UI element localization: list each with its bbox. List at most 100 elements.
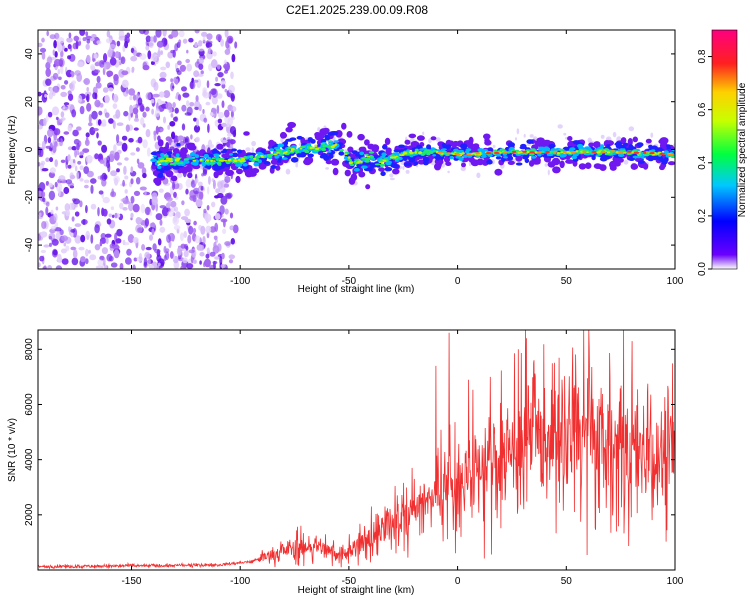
signal-blob [520, 143, 527, 148]
signal-blob [432, 154, 437, 157]
noise-blob [224, 208, 229, 215]
signal-core [502, 151, 507, 154]
y-tick-label: 8000 [24, 338, 35, 361]
signal-blob [270, 159, 278, 165]
noise-blob [113, 175, 120, 184]
signal-blob [487, 147, 493, 152]
noise-blob [133, 190, 141, 196]
signal-blob [333, 140, 340, 143]
noise-blob [171, 30, 179, 38]
noise-blob [53, 58, 61, 67]
noise-blob [60, 50, 64, 58]
noise-blob [232, 224, 239, 234]
noise-blob [68, 32, 72, 39]
noise-blob [204, 213, 212, 223]
signal-blob [169, 163, 174, 166]
noise-blob [199, 251, 205, 257]
noise-blob [43, 118, 47, 126]
signal-blob [330, 158, 340, 166]
noise-blob [245, 147, 251, 152]
snr-series-line [38, 330, 675, 570]
noise-blob [116, 162, 123, 166]
signal-blob [241, 157, 245, 161]
noise-blob [523, 133, 526, 138]
noise-blob [126, 248, 132, 256]
signal-blob [225, 169, 234, 176]
noise-blob [164, 38, 168, 46]
noise-blob [88, 122, 93, 127]
y-tick-label: -40 [24, 237, 35, 252]
noise-blob [192, 227, 197, 234]
noise-blob [151, 228, 155, 236]
noise-blob [38, 142, 41, 147]
noise-blob [128, 201, 134, 212]
x-tick-label: -150 [121, 576, 141, 587]
noise-blob [190, 134, 193, 140]
signal-blob [233, 159, 238, 162]
noise-blob [41, 221, 47, 229]
signal-blob [381, 152, 387, 157]
noise-blob [211, 88, 218, 98]
signal-blob [547, 161, 556, 168]
signal-core [633, 151, 640, 154]
noise-blob [63, 131, 70, 135]
noise-blob [39, 255, 45, 262]
noise-blob [214, 195, 220, 199]
noise-blob [162, 30, 167, 37]
noise-blob [205, 253, 210, 259]
signal-blob [477, 148, 484, 152]
noise-blob [529, 134, 534, 138]
noise-blob [54, 159, 58, 168]
noise-blob [124, 189, 128, 194]
signal-blob [484, 139, 492, 146]
noise-blob [225, 193, 232, 200]
noise-blob [41, 51, 46, 60]
noise-blob [165, 136, 172, 142]
y-tick-label: -20 [24, 190, 35, 205]
noise-blob [174, 78, 179, 85]
signal-blob [453, 151, 457, 153]
noise-blob [181, 104, 187, 112]
signal-core [649, 152, 655, 155]
noise-blob [129, 95, 133, 101]
noise-blob [150, 36, 154, 42]
signal-blob [220, 163, 226, 169]
noise-blob [85, 258, 89, 265]
noise-blob [211, 59, 218, 69]
noise-blob [476, 172, 481, 179]
noise-blob [623, 159, 629, 165]
signal-blob [558, 148, 564, 151]
noise-blob [123, 110, 129, 117]
noise-blob [38, 182, 46, 192]
noise-blob [38, 106, 43, 116]
signal-blob [361, 165, 368, 169]
noise-blob [251, 140, 256, 147]
noise-blob [159, 71, 167, 79]
x-tick-label: 50 [561, 276, 573, 287]
noise-blob [56, 138, 62, 143]
noise-blob [122, 179, 125, 187]
signal-blob [380, 165, 384, 167]
noise-blob [89, 127, 96, 136]
noise-blob [58, 175, 66, 182]
noise-blob [68, 202, 75, 211]
noise-blob [138, 253, 143, 261]
noise-blob [181, 86, 187, 92]
noise-blob [183, 250, 189, 258]
signal-core [454, 153, 461, 156]
noise-blob [146, 147, 151, 157]
signal-blob [263, 161, 271, 165]
signal-blob [227, 158, 232, 162]
signal-blob [287, 121, 296, 129]
noise-blob [159, 219, 163, 226]
signal-blob [203, 153, 209, 158]
noise-blob [101, 247, 108, 255]
signal-blob [223, 163, 231, 167]
noise-blob [83, 179, 90, 184]
signal-blob [459, 155, 463, 157]
y-tick-label: 2000 [24, 503, 35, 526]
noise-blob [155, 108, 161, 118]
noise-blob [137, 162, 145, 169]
noise-blob [84, 139, 90, 147]
signal-blob [531, 156, 537, 159]
